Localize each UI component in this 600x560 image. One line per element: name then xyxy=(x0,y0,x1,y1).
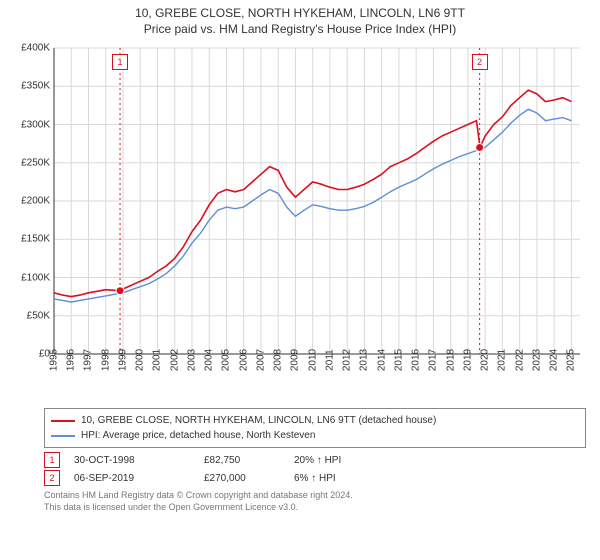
sale-hpi: 6% ↑ HPI xyxy=(294,473,394,484)
legend-swatch xyxy=(51,435,75,437)
legend-label: HPI: Average price, detached house, Nort… xyxy=(81,428,315,443)
license-line-1: Contains HM Land Registry data © Crown c… xyxy=(44,490,586,502)
sale-price: £270,000 xyxy=(204,473,294,484)
legend-swatch xyxy=(51,420,75,422)
sale-date: 30-OCT-1998 xyxy=(74,455,204,466)
sale-hpi: 20% ↑ HPI xyxy=(294,455,394,466)
legend-item: HPI: Average price, detached house, Nort… xyxy=(51,428,579,443)
legend: 10, GREBE CLOSE, NORTH HYKEHAM, LINCOLN,… xyxy=(44,408,586,448)
chart-area: £0£50K£100K£150K£200K£250K£300K£350K£400… xyxy=(10,42,590,402)
chart-container: 10, GREBE CLOSE, NORTH HYKEHAM, LINCOLN,… xyxy=(0,0,600,513)
chart-title: 10, GREBE CLOSE, NORTH HYKEHAM, LINCOLN,… xyxy=(0,0,600,22)
sale-marker-box: 1 xyxy=(112,54,128,70)
sale-marker-box: 2 xyxy=(472,54,488,70)
license-line-2: This data is licensed under the Open Gov… xyxy=(44,502,586,514)
sales-markers: 1 30-OCT-1998£82,75020% ↑ HPI 2 06-SEP-2019… xyxy=(44,452,586,486)
license-text: Contains HM Land Registry data © Crown c… xyxy=(44,490,586,513)
sale-number-box: 1 xyxy=(44,452,60,468)
chart-annotations: 12 xyxy=(10,42,590,402)
legend-label: 10, GREBE CLOSE, NORTH HYKEHAM, LINCOLN,… xyxy=(81,413,436,428)
sale-row: 2 06-SEP-2019£270,0006% ↑ HPI xyxy=(44,470,586,486)
sale-row: 1 30-OCT-1998£82,75020% ↑ HPI xyxy=(44,452,586,468)
legend-item: 10, GREBE CLOSE, NORTH HYKEHAM, LINCOLN,… xyxy=(51,413,579,428)
sale-number-box: 2 xyxy=(44,470,60,486)
sale-price: £82,750 xyxy=(204,455,294,466)
sale-date: 06-SEP-2019 xyxy=(74,473,204,484)
chart-subtitle: Price paid vs. HM Land Registry's House … xyxy=(0,22,600,42)
